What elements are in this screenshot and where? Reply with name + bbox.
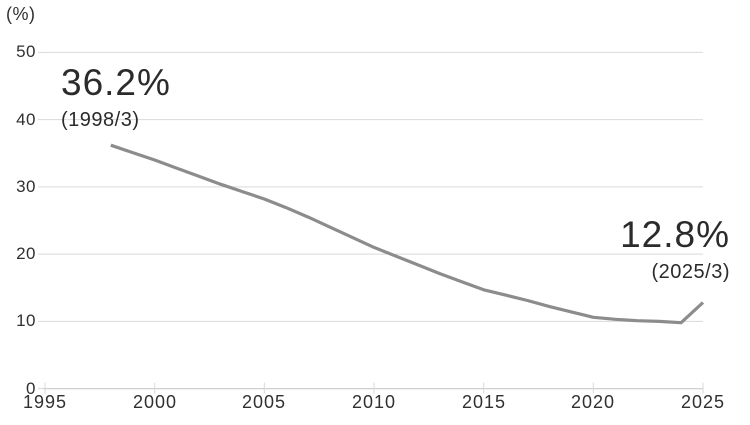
x-axis-label-2025: 2025 [680, 392, 726, 412]
y-axis-label-10: 10 [16, 311, 36, 330]
x-axis-label-2010: 2010 [351, 392, 397, 412]
y-axis-label-40: 40 [16, 110, 36, 129]
annotation-end-date: (2025/3) [651, 261, 730, 283]
x-axis-label-1995: 1995 [22, 392, 68, 412]
x-axis-label-2000: 2000 [132, 392, 178, 412]
annotation-start-value: 36.2% [61, 62, 171, 103]
annotation-start-date: (1998/3) [61, 109, 140, 131]
x-axis-label-2005: 2005 [241, 392, 287, 412]
y-axis-label-30: 30 [16, 177, 36, 196]
x-axis-label-2020: 2020 [570, 392, 616, 412]
y-axis-unit-label: (%) [6, 4, 36, 24]
y-axis-label-50: 50 [16, 42, 36, 61]
trend-line [110, 143, 705, 325]
x-axis-label-2015: 2015 [461, 392, 507, 412]
annotation-end: 12.8% (2025/3) [620, 212, 730, 284]
y-axis-label-20: 20 [16, 244, 36, 263]
y-axis-label-0: 0 [26, 379, 36, 398]
annotation-end-value: 12.8% [620, 214, 730, 255]
annotation-start: 36.2% (1998/3) [61, 60, 171, 132]
